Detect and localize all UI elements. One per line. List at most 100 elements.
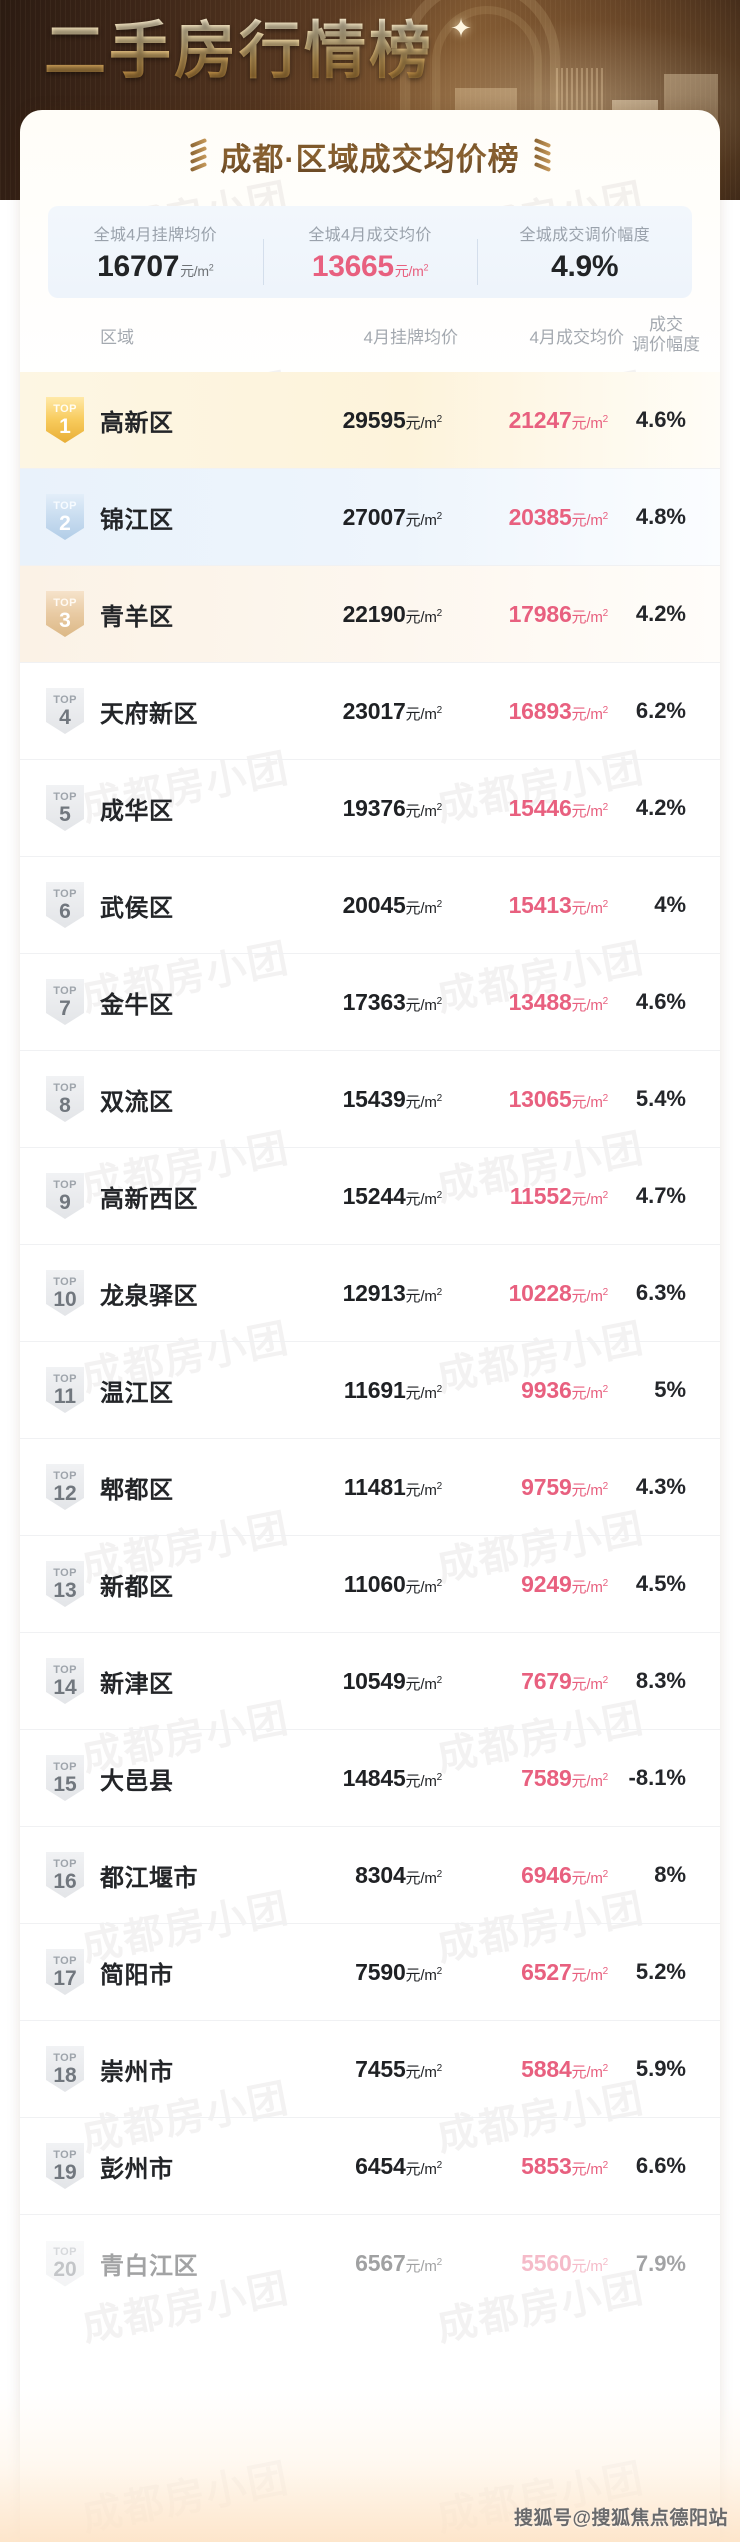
rank-badge-number: 1	[59, 414, 71, 438]
price-unit: 元/m2	[405, 1674, 443, 1693]
rank-badge: TOP 5	[46, 785, 84, 831]
sparkle-icon: ✦	[450, 13, 472, 43]
price-unit: 元/m2	[571, 2257, 609, 2275]
cell-list-price: 6454元/m2	[355, 2152, 442, 2179]
cell-area: 天府新区	[100, 700, 198, 728]
price-unit: 元/m2	[571, 1577, 609, 1596]
table-row[interactable]: TOP 19 彭州市 6454元/m2 5853元/m2 6.6%	[20, 2118, 720, 2215]
price-unit: 元/m2	[571, 995, 609, 1014]
rank-badge: TOP 10	[46, 1270, 84, 1316]
cell-pct: 4.8%	[635, 504, 686, 529]
cell-area: 彭州市	[100, 2155, 174, 2183]
wheat-right-icon	[533, 137, 551, 173]
table-row[interactable]: TOP 14 新津区 10549元/m2 7679元/m2 8.3%	[20, 1633, 720, 1730]
rank-badge-number: 10	[53, 1287, 77, 1311]
rank-badge-number: 2	[59, 511, 71, 535]
summary-value: 16707元/m2	[97, 249, 214, 283]
rank-badge: TOP 3	[46, 591, 84, 637]
cell-deal-price: 16893元/m2	[508, 697, 609, 724]
table-row[interactable]: TOP 20 青白江区 6567元/m2 5560元/m2 7.9%	[20, 2215, 720, 2312]
building-arch-inner-icon	[432, 6, 542, 156]
summary-unit: 元/m2	[180, 261, 214, 279]
summary-label: 全城4月成交均价	[308, 226, 432, 244]
cell-area: 温江区	[100, 1379, 174, 1407]
cell-list-price: 11691元/m2	[343, 1376, 443, 1403]
card-title-row: 成都·区域成交均价榜	[20, 110, 720, 202]
cell-list-price: 7590元/m2	[355, 1958, 442, 1985]
table-row[interactable]: TOP 10 龙泉驿区 12913元/m2 10228元/m2 6.3%	[20, 1245, 720, 1342]
price-unit: 元/m2	[405, 1383, 443, 1402]
cell-list-price: 11481元/m2	[343, 1473, 443, 1500]
rank-badge-number: 4	[59, 705, 71, 729]
price-unit: 元/m2	[571, 801, 609, 820]
cell-pct: 4.2%	[635, 795, 686, 820]
table-row[interactable]: TOP 2 锦江区 27007元/m2 20385元/m2 4.8%	[20, 469, 720, 566]
cell-area: 武侯区	[100, 894, 174, 922]
price-unit: 元/m2	[405, 2062, 443, 2081]
rank-badge-label: TOP	[53, 1954, 77, 1967]
table-row[interactable]: TOP 15 大邑县 14845元/m2 7589元/m2 -8.1%	[20, 1730, 720, 1827]
price-unit: 元/m2	[405, 1092, 443, 1111]
rank-badge: TOP 20	[46, 2240, 84, 2287]
th-deal-price: 4月成交均价	[529, 327, 624, 347]
table-row[interactable]: TOP 4 天府新区 23017元/m2 16893元/m2 6.2%	[20, 663, 720, 760]
table-row[interactable]: TOP 8 双流区 15439元/m2 13065元/m2 5.4%	[20, 1051, 720, 1148]
watermark-tile: 成都房小团	[78, 2456, 294, 2540]
summary-cell: 全城成交调价幅度 4.9%	[477, 221, 692, 285]
th-pct: 成交 调价幅度	[624, 315, 708, 355]
cell-list-price: 6567元/m2	[355, 2250, 442, 2276]
cell-deal-price: 11552元/m2	[509, 1182, 608, 1209]
table-row[interactable]: TOP 9 高新西区 15244元/m2 11552元/m2 4.7%	[20, 1148, 720, 1245]
rank-badge-number: 11	[53, 1384, 77, 1408]
cell-area: 崇州市	[100, 2058, 174, 2086]
summary-label: 全城4月挂牌均价	[93, 226, 217, 244]
cell-list-price: 23017元/m2	[342, 697, 443, 724]
table-row[interactable]: TOP 7 金牛区 17363元/m2 13488元/m2 4.6%	[20, 954, 720, 1051]
table-row[interactable]: TOP 11 温江区 11691元/m2 9936元/m2 5%	[20, 1342, 720, 1439]
cell-list-price: 27007元/m2	[342, 503, 443, 530]
rank-badge-number: 13	[53, 1578, 77, 1602]
cell-deal-price: 13065元/m2	[508, 1085, 609, 1112]
price-unit: 元/m2	[405, 1480, 443, 1499]
rank-badge-label: TOP	[53, 1372, 77, 1385]
rank-badge-number: 17	[53, 1966, 77, 1990]
wheat-left-icon	[190, 137, 208, 173]
cell-list-price: 19376元/m2	[342, 794, 443, 821]
rank-badge: TOP 19	[46, 2143, 84, 2189]
summary-unit: 元/m2	[394, 261, 429, 279]
cell-list-price: 14845元/m2	[342, 1764, 443, 1791]
cell-list-price: 11060元/m2	[343, 1570, 442, 1597]
table-row[interactable]: TOP 17 简阳市 7590元/m2 6527元/m2 5.2%	[20, 1924, 720, 2021]
table-row[interactable]: TOP 16 都江堰市 8304元/m2 6946元/m2 8%	[20, 1827, 720, 1924]
cell-deal-price: 7679元/m2	[521, 1667, 608, 1694]
price-unit: 元/m2	[405, 1771, 443, 1790]
price-unit: 元/m2	[405, 898, 443, 917]
table-row[interactable]: TOP 18 崇州市 7455元/m2 5884元/m2 5.9%	[20, 2021, 720, 2118]
cell-pct: 7.9%	[635, 2250, 686, 2276]
cell-pct: 4.6%	[635, 989, 686, 1014]
rank-badge-number: 3	[59, 608, 71, 632]
table-row[interactable]: TOP 6 武侯区 20045元/m2 15413元/m2 4%	[20, 857, 720, 954]
cell-pct: 4.3%	[635, 1474, 686, 1499]
summary-metrics: 全城4月挂牌均价 16707元/m2 全城4月成交均价 13665元/m2 全城成交调价…	[48, 206, 692, 298]
cell-pct: 4.2%	[635, 601, 686, 626]
cell-pct: 4%	[654, 892, 686, 917]
cell-area: 简阳市	[100, 1961, 174, 1989]
rank-badge: TOP 9	[46, 1173, 84, 1219]
rank-badge-number: 15	[53, 1772, 77, 1796]
cell-area: 新都区	[100, 1573, 174, 1601]
rank-badge-number: 16	[53, 1869, 77, 1893]
table-row[interactable]: TOP 5 成华区 19376元/m2 15446元/m2 4.2%	[20, 760, 720, 857]
table-row[interactable]: TOP 3 青羊区 22190元/m2 17986元/m2 4.2%	[20, 566, 720, 663]
cell-pct: 6.2%	[635, 698, 686, 723]
cell-list-price: 15244元/m2	[342, 1182, 443, 1209]
cell-area: 大邑县	[100, 1767, 174, 1795]
table-row[interactable]: TOP 1 高新区 29595元/m2 21247元/m2 4.6%	[20, 372, 720, 469]
cell-deal-price: 13488元/m2	[508, 988, 609, 1015]
rank-badge-label: TOP	[53, 1857, 77, 1870]
table-row[interactable]: TOP 13 新都区 11060元/m2 9249元/m2 4.5%	[20, 1536, 720, 1633]
rank-badge: TOP 6	[46, 882, 84, 928]
cell-area: 锦江区	[100, 506, 174, 534]
table-row[interactable]: TOP 12 郫都区 11481元/m2 9759元/m2 4.3%	[20, 1439, 720, 1536]
rank-badge-label: TOP	[53, 1663, 77, 1676]
